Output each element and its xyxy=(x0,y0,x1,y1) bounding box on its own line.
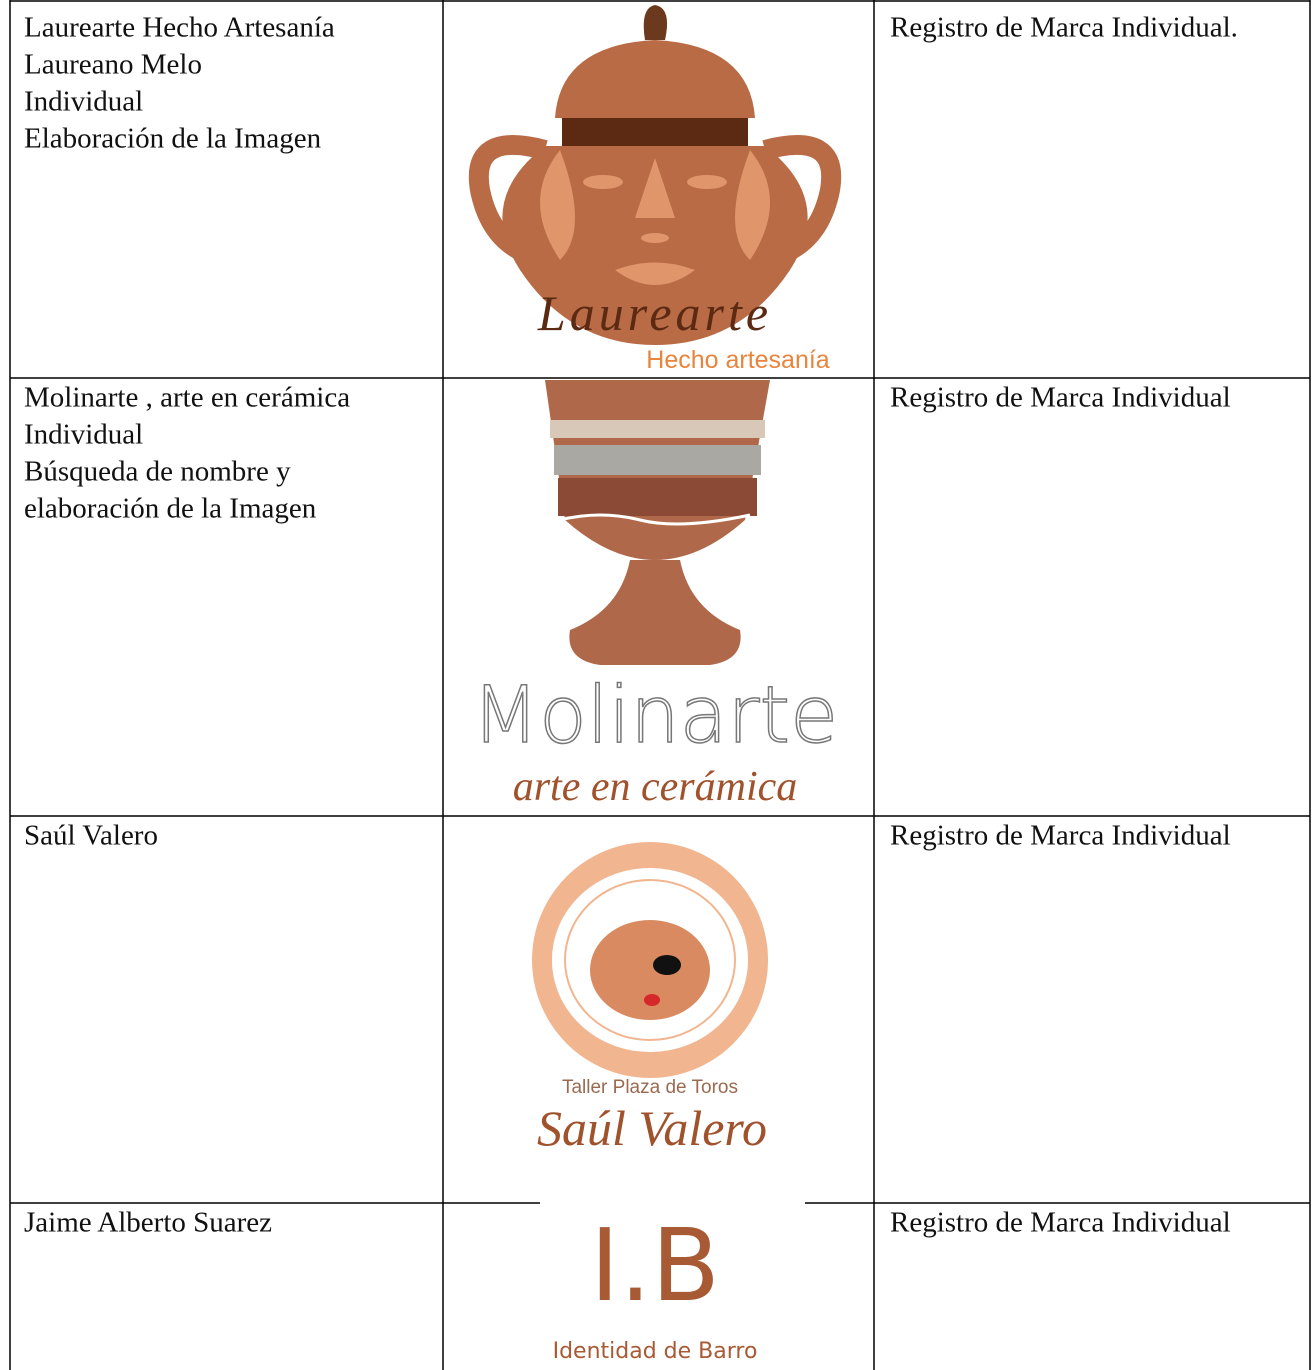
status: Registro de Marca Individual. xyxy=(890,12,1238,44)
eye xyxy=(583,175,623,189)
description-line: Laurearte Hecho Artesanía xyxy=(24,12,335,44)
bull xyxy=(653,955,681,975)
cheek xyxy=(735,150,770,260)
arena xyxy=(590,920,710,1020)
description-line: Elaboración de la Imagen xyxy=(24,123,322,155)
description-line: Individual xyxy=(24,419,143,451)
chin xyxy=(615,262,695,285)
cell-texts: Laurearte Hecho Artesanía Laureano Melo In… xyxy=(24,12,1238,1239)
lid xyxy=(555,40,755,118)
cape xyxy=(644,994,660,1006)
cheek xyxy=(540,150,575,260)
description-line: Molinarte , arte en cerámica xyxy=(24,382,350,414)
logo-saul-valero: Taller Plaza de Toros Saúl Valero xyxy=(532,842,768,1156)
description-line: elaboración de la Imagen xyxy=(24,493,317,525)
band xyxy=(550,420,765,438)
logo-tagline: Taller Plaza de Toros xyxy=(562,1077,738,1098)
handle xyxy=(762,135,842,265)
nose xyxy=(635,158,675,218)
logo-name: Molinarte xyxy=(472,671,838,761)
status: Registro de Marca Individual xyxy=(890,820,1231,852)
band xyxy=(554,445,761,475)
band xyxy=(558,478,757,516)
ring-line xyxy=(564,879,736,1041)
lid-knob xyxy=(643,5,668,40)
logo-name: I.B xyxy=(590,1207,720,1324)
description-line: Laureano Melo xyxy=(24,49,202,81)
logo-tagline: arte en cerámica xyxy=(513,764,798,810)
logo-identidad-de-barro: I.B Identidad de Barro xyxy=(553,1207,758,1364)
table-grid xyxy=(9,0,1311,1370)
pot-body xyxy=(502,146,808,345)
logo-molinarte: Molinarte arte en cerámica xyxy=(471,380,839,810)
description-line: Individual xyxy=(24,86,143,118)
handle xyxy=(468,135,548,265)
eye xyxy=(687,175,727,189)
status: Registro de Marca Individual xyxy=(890,382,1231,414)
wave xyxy=(559,513,751,526)
mouth xyxy=(641,233,669,243)
logo-name: Laurearte xyxy=(537,285,772,341)
stem xyxy=(569,560,741,665)
description-line: Búsqueda de nombre y xyxy=(24,456,291,488)
description-line: Saúl Valero xyxy=(24,820,158,852)
logo-tagline: Identidad de Barro xyxy=(553,1339,758,1364)
status: Registro de Marca Individual xyxy=(890,1207,1231,1239)
logo-name: Saúl Valero xyxy=(537,1100,767,1156)
logo-laurearte: Laurearte Hecho artesanía xyxy=(468,5,842,374)
description-line: Jaime Alberto Suarez xyxy=(24,1207,272,1239)
logo-tagline: Hecho artesanía xyxy=(646,346,830,374)
lid-band xyxy=(562,118,748,146)
